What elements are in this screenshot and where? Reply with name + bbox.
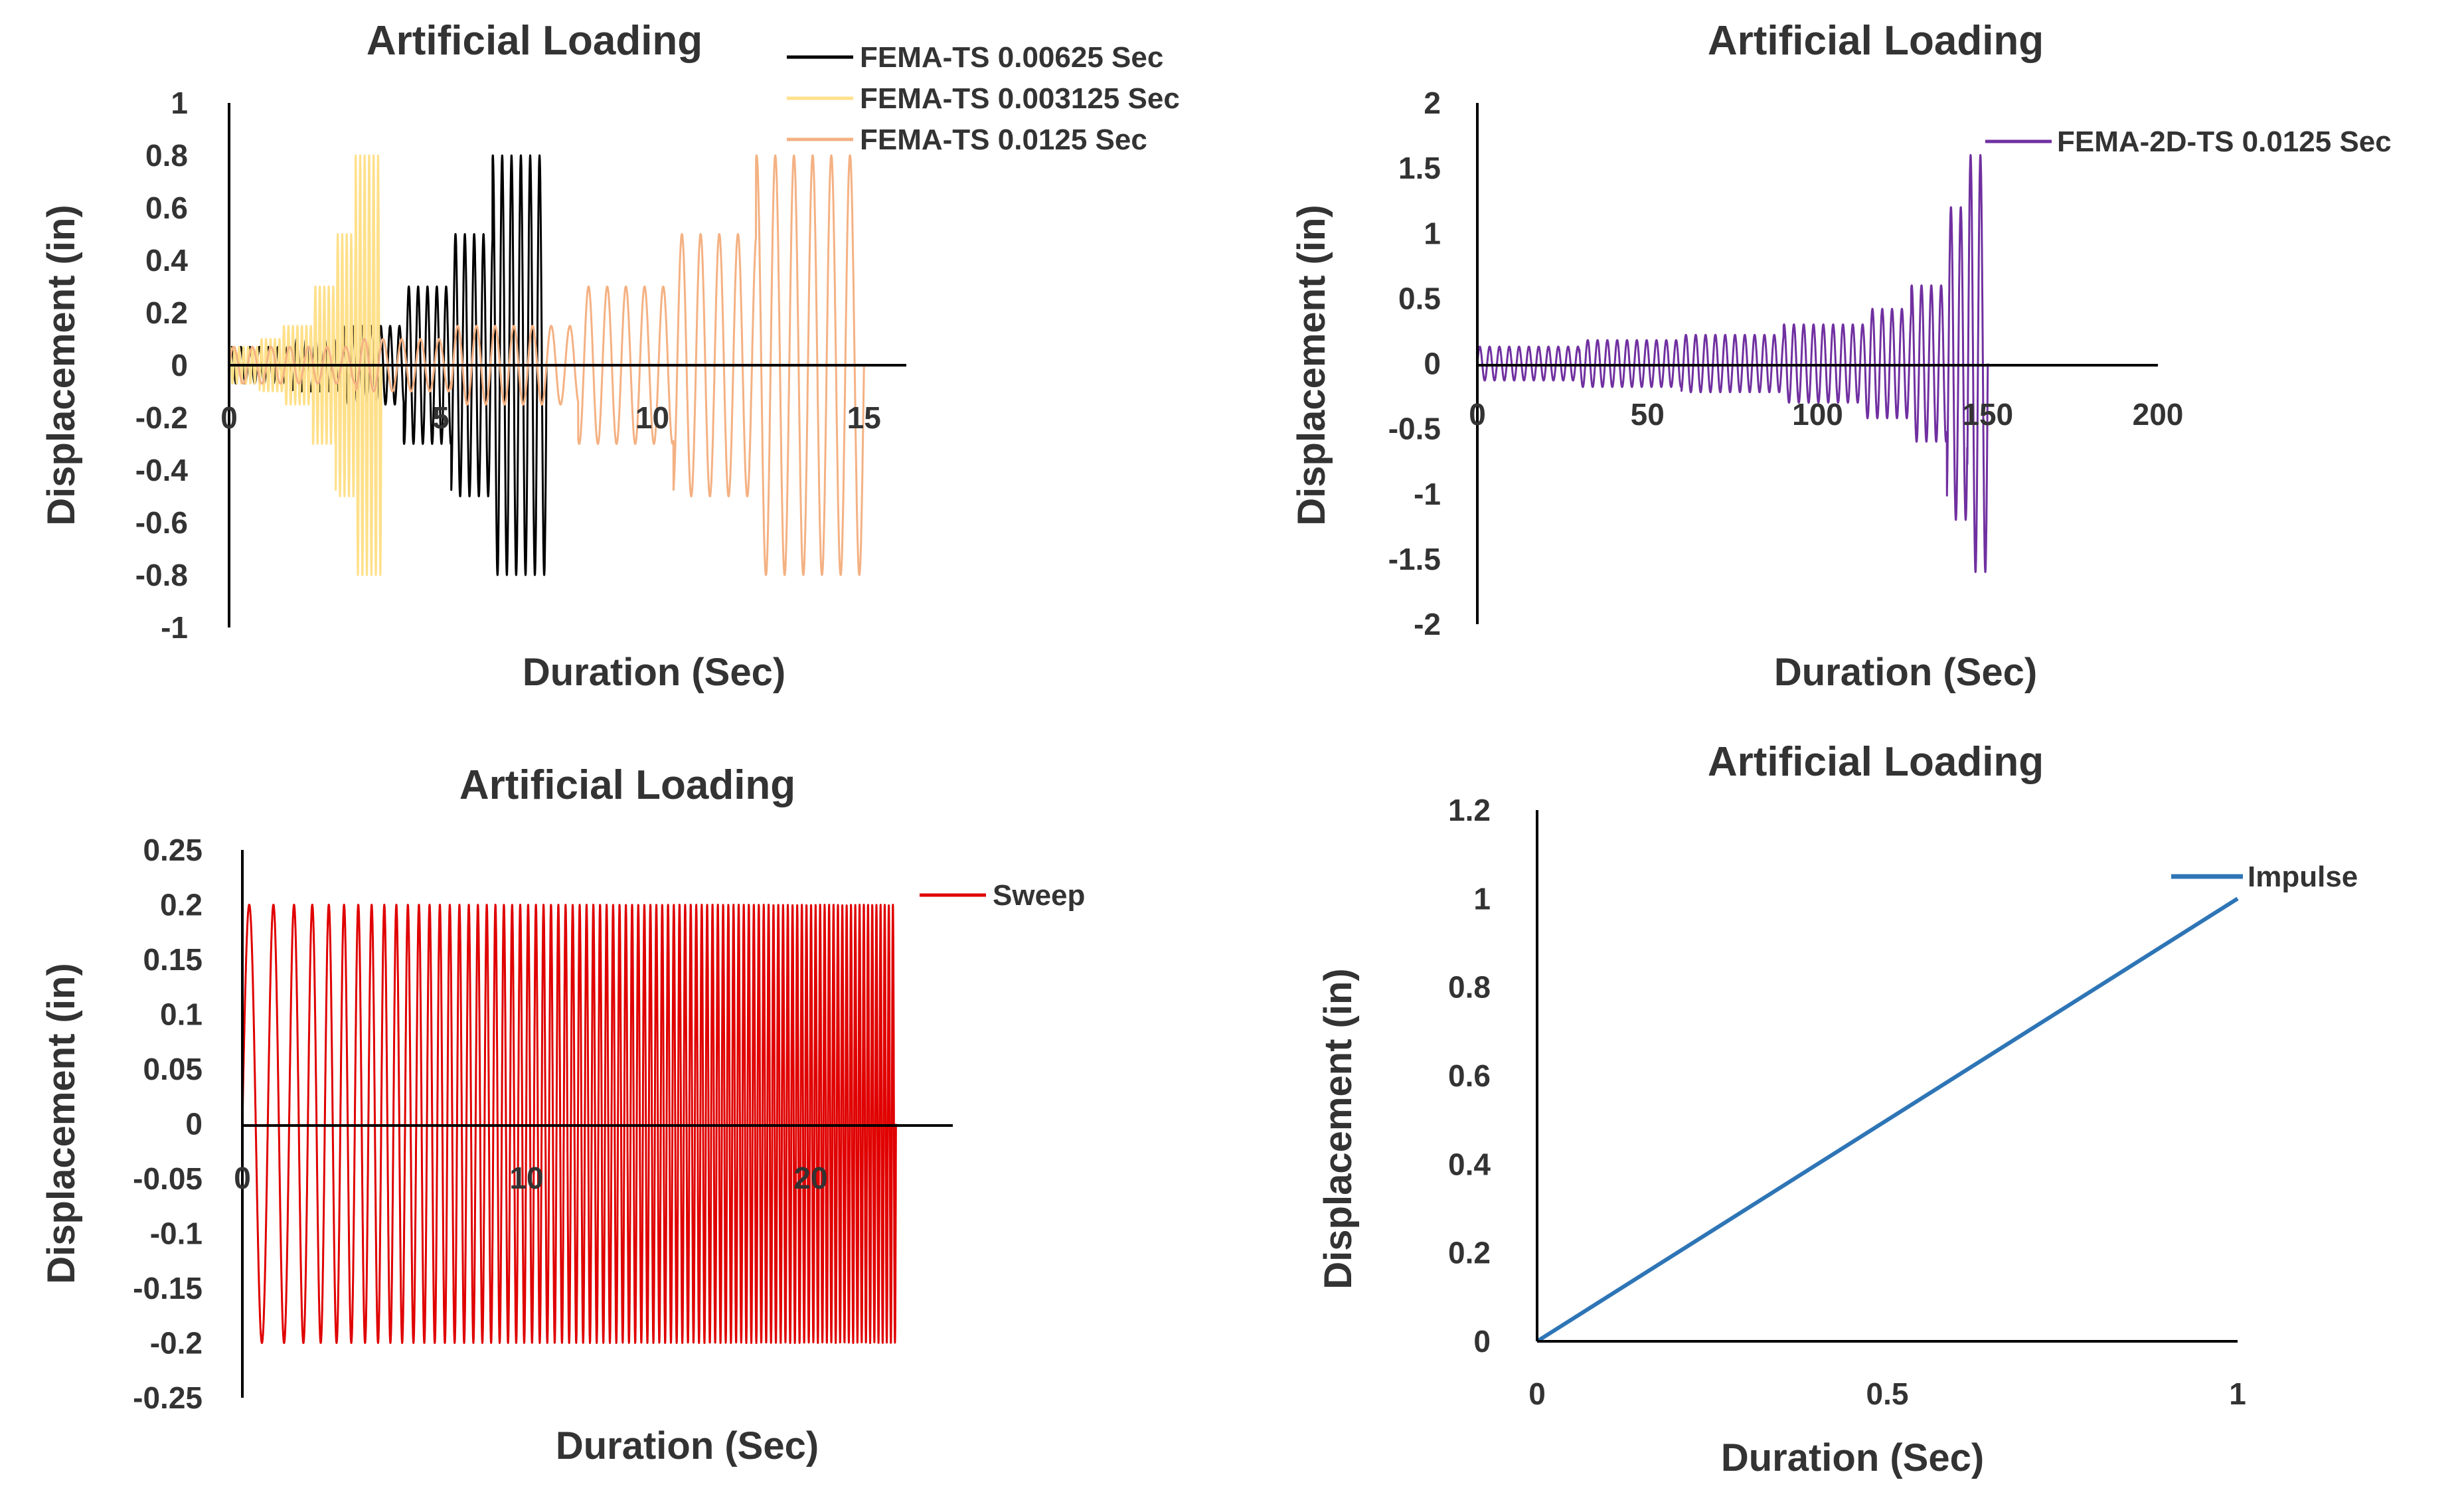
legend-label-fema-ts-003125: FEMA-TS 0.003125 Sec [860, 82, 1180, 115]
y-tick-label: 0.6 [1448, 1058, 1491, 1093]
y-tick-label: -0.8 [135, 558, 188, 592]
chart-title: Artificial Loading [367, 18, 702, 64]
y-tick-label: 0.2 [160, 888, 203, 922]
y-tick-label: -0.05 [133, 1161, 203, 1196]
y-tick-label: 0 [1473, 1324, 1491, 1359]
y-axis-label: Displacement (in) [1317, 968, 1360, 1289]
y-tick-label: -1 [161, 610, 188, 645]
series-layer [1476, 154, 1989, 573]
y-tick-label: 0 [1424, 347, 1441, 381]
x-tick-label: 10 [509, 1161, 543, 1195]
y-tick-label: 0.05 [143, 1052, 203, 1086]
series-line [1476, 154, 1989, 573]
x-tick-label: 15 [847, 400, 881, 435]
y-tick-label: -0.5 [1388, 412, 1441, 446]
x-tick-label: 0 [1469, 397, 1486, 432]
x-tick-label: 5 [432, 400, 450, 435]
y-tick-label: 2 [1424, 86, 1441, 120]
x-tick-label: 50 [1631, 397, 1665, 432]
y-tick-label: -0.1 [150, 1216, 203, 1251]
y-tick-label: 0.6 [145, 191, 188, 225]
y-axis-label: Displacement (in) [40, 963, 83, 1284]
y-tick-label: 0.8 [1448, 970, 1491, 1005]
y-tick-label: 1 [1473, 881, 1491, 916]
y-tick-label: -2 [1414, 607, 1441, 641]
legend-label-fema-ts-00625: FEMA-TS 0.00625 Sec [860, 41, 1163, 74]
legend: FEMA-TS 0.00625 Sec FEMA-TS 0.003125 Sec… [787, 41, 1180, 156]
y-tick-label: -0.4 [135, 453, 189, 487]
chart-title: Artificial Loading [459, 762, 795, 808]
series-line [241, 904, 897, 1344]
x-tick-label: 150 [1962, 397, 2013, 432]
x-tick-label: 0 [220, 400, 238, 435]
x-tick-label: 0.5 [1866, 1377, 1909, 1411]
x-axis-label: Duration (Sec) [1721, 1436, 1984, 1479]
x-tick-label: 10 [635, 400, 669, 435]
y-tick-label: -0.6 [135, 505, 188, 540]
y-tick-label: 0.2 [1448, 1236, 1491, 1270]
y-tick-label: 0.15 [143, 942, 203, 977]
legend-label-impulse: Impulse [2248, 861, 2358, 893]
legend: FEMA-2D-TS 0.0125 Sec [1985, 125, 2392, 158]
x-tick-label: 200 [2133, 397, 2184, 432]
legend: Impulse [2171, 861, 2358, 893]
x-axis-label: Duration (Sec) [1774, 651, 2037, 694]
chart-sweep: Artificial Loading 0.25 0.2 0.15 0.1 0.05 0 -0… [40, 762, 1085, 1467]
chart-title: Artificial Loading [1708, 739, 2044, 785]
y-tick-label: -0.15 [133, 1271, 203, 1305]
y-tick-label: -0.2 [150, 1326, 203, 1361]
y-axis-label: Displacement (in) [1290, 205, 1333, 525]
x-axis-label: Duration (Sec) [523, 651, 785, 694]
x-tick-label: 20 [793, 1161, 827, 1195]
y-tick-label: 0 [185, 1107, 203, 1141]
y-tick-label: 0.8 [145, 138, 188, 173]
x-axis-label: Duration (Sec) [556, 1424, 819, 1467]
chart-title: Artificial Loading [1708, 18, 2044, 64]
x-tick-label: 0 [234, 1161, 251, 1195]
y-tick-labels: 2 1.5 1 0.5 0 -0.5 -1 -1.5 -2 [1388, 86, 1441, 641]
legend: Sweep [920, 879, 1085, 912]
y-tick-label: 0.2 [145, 295, 188, 330]
y-tick-label: -0.2 [135, 400, 188, 435]
legend-label-sweep: Sweep [993, 879, 1085, 912]
series-line [1536, 896, 2239, 1343]
y-tick-label: 0.1 [160, 997, 203, 1032]
y-tick-labels: 1 0.8 0.6 0.4 0.2 0 -0.2 -0.4 -0.6 -0.8 -1 [135, 86, 189, 645]
y-tick-label: 1 [1424, 216, 1441, 250]
y-tick-label: 1 [171, 86, 188, 120]
x-tick-label: 100 [1792, 397, 1843, 432]
y-tick-label: 1.2 [1448, 793, 1491, 827]
y-tick-labels: 0.25 0.2 0.15 0.1 0.05 0 -0.05 -0.1 -0.15 -0.2 -0.… [133, 833, 203, 1415]
y-tick-label: 0.25 [143, 833, 203, 867]
x-tick-labels: 0 0.5 1 [1528, 1377, 2246, 1411]
chart-fema-2d-ts: Artificial Loading 2 1.5 1 0.5 0 -0.5 -1 -1.5 -2… [1290, 18, 2392, 694]
x-tick-labels: 0 50 100 150 200 [1469, 397, 2183, 432]
y-tick-label: -1 [1414, 477, 1441, 511]
y-tick-label: 0.5 [1398, 281, 1441, 315]
y-tick-label: -1.5 [1388, 542, 1441, 576]
y-tick-label: 0 [171, 348, 188, 382]
series-line [228, 154, 382, 576]
x-tick-label: 1 [2229, 1377, 2246, 1411]
y-axis-label: Displacement (in) [40, 205, 83, 525]
x-tick-labels: 0 5 10 15 [220, 400, 881, 435]
x-tick-label: 0 [1528, 1377, 1546, 1411]
y-tick-label: 0.4 [1448, 1147, 1491, 1181]
y-tick-label: 0.4 [145, 243, 188, 278]
series-layer [241, 904, 897, 1344]
y-tick-labels: 1.2 1 0.8 0.6 0.4 0.2 0 [1448, 793, 1491, 1359]
y-tick-label: -0.25 [133, 1380, 203, 1415]
chart-impulse: Artificial Loading 1.210.80.60.40.20 0 0.… [1317, 739, 2358, 1479]
y-tick-label: 1.5 [1398, 151, 1441, 185]
legend-label-fema-ts-0125: FEMA-TS 0.0125 Sec [860, 124, 1147, 156]
chart-fema-ts: Artificial Loading 1 0.8 0.6 0.4 0.2 0 -0.2 -0.… [40, 18, 1180, 694]
legend-label-fema-2d-ts: FEMA-2D-TS 0.0125 Sec [2057, 125, 2392, 158]
x-tick-labels: 0 10 20 [234, 1161, 827, 1195]
series-layer [1536, 896, 2239, 1343]
